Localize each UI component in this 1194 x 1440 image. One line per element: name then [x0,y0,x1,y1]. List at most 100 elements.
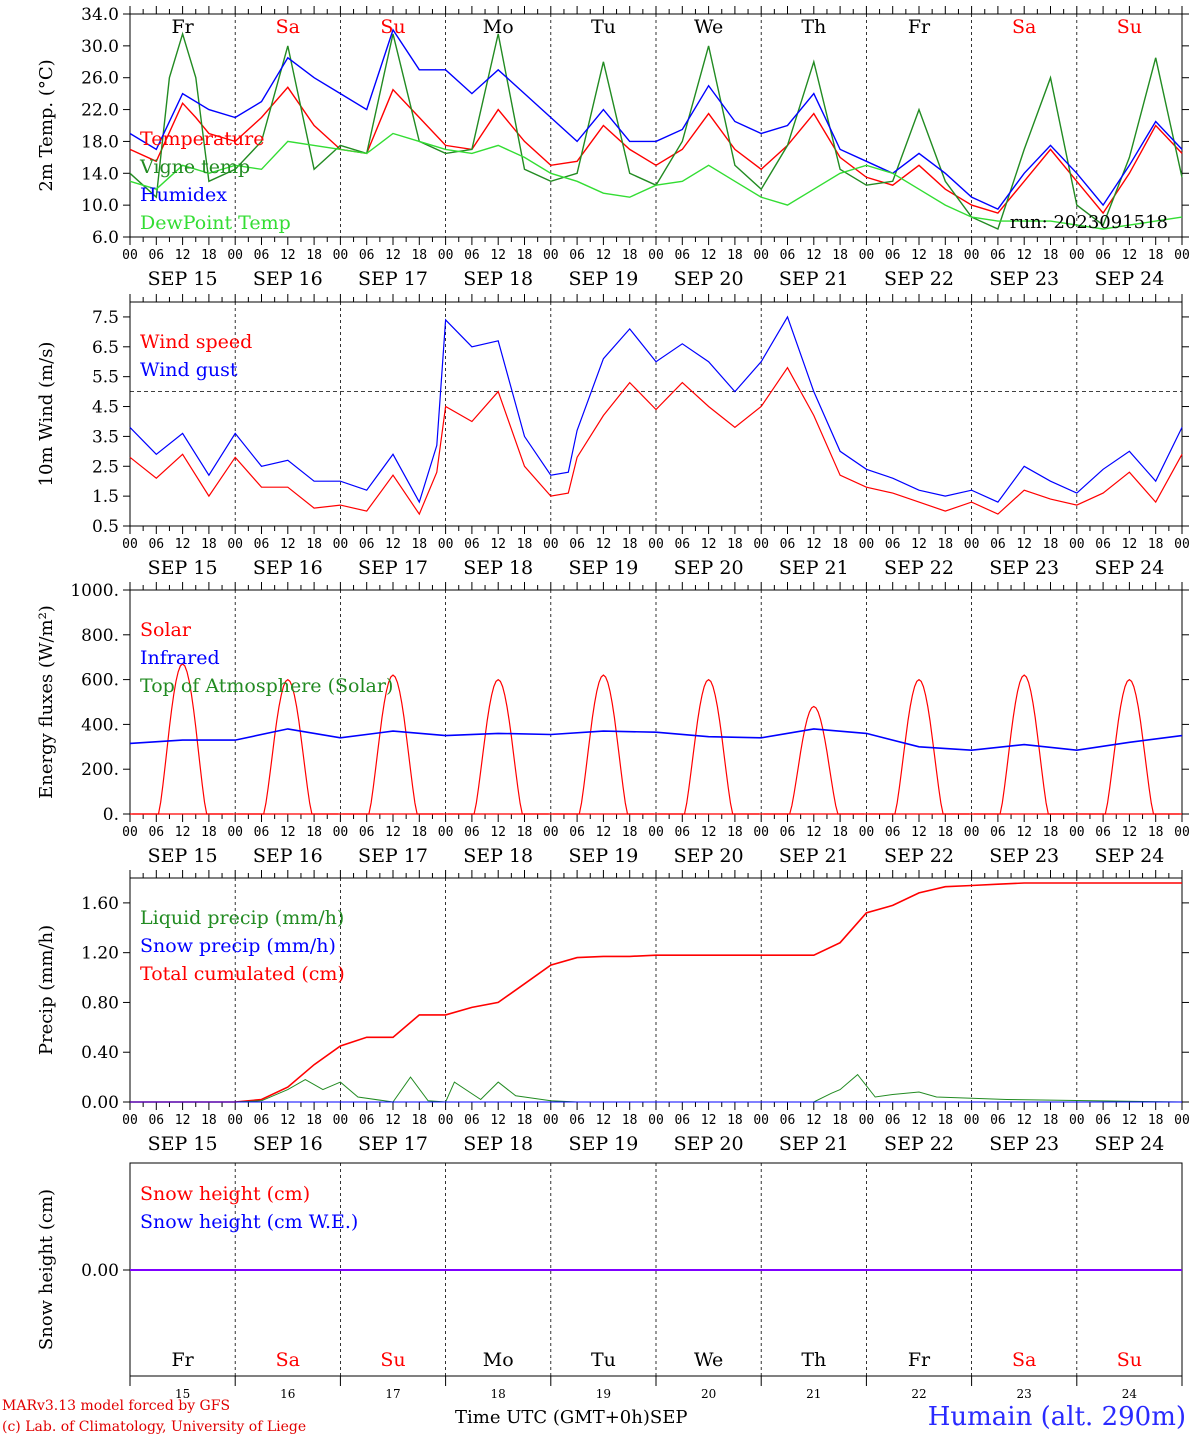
hour-tick-label: 06 [569,537,585,552]
hour-tick-label: 00 [859,825,875,840]
y-tick-label: 5.5 [92,368,119,388]
hour-tick-label: 00 [227,248,243,263]
hour-tick-label: 00 [543,537,559,552]
date-label: SEP 16 [253,1133,323,1155]
hour-tick-label: 18 [411,825,427,840]
hour-tick-label: 18 [937,248,953,263]
weekday-label: Fr [171,16,194,38]
hour-tick-label: 12 [280,537,296,552]
day-number-label: 24 [1122,1387,1138,1401]
day-number-label: 17 [385,1387,400,1401]
date-label: SEP 22 [884,557,954,579]
hour-tick-label: 18 [832,1113,848,1128]
hour-tick-label: 06 [780,825,796,840]
hour-tick-label: 12 [1016,537,1032,552]
date-label: SEP 23 [989,1133,1059,1155]
hour-tick-label: 12 [806,1113,822,1128]
hour-tick-label: 12 [280,825,296,840]
legend-wind-speed: Wind speed [140,331,252,353]
hour-tick-label: 06 [359,248,375,263]
weekday-label-bottom: Fr [171,1349,194,1371]
y-tick-label: 2.5 [92,457,119,477]
series-total-cumulated-cm- [130,882,1182,1103]
hour-tick-label: 06 [1095,248,1111,263]
hour-tick-label: 00 [333,825,349,840]
y-tick-label: 0.00 [81,1093,119,1113]
hour-tick-label: 12 [175,1113,191,1128]
hour-tick-label: 12 [701,825,717,840]
series-solar [658,678,759,815]
hour-tick-label: 06 [464,537,480,552]
hour-tick-label: 12 [806,537,822,552]
date-label: SEP 18 [463,268,533,290]
hour-tick-label: 12 [280,1113,296,1128]
hour-tick-label: 00 [859,248,875,263]
hour-tick-label: 06 [569,825,585,840]
y-tick-label: 3.5 [92,427,119,447]
series-wind-speed [129,366,1183,516]
hour-tick-label: 00 [333,537,349,552]
hour-tick-label: 06 [254,537,270,552]
y-tick-label: 0.5 [92,517,119,537]
hour-tick-label: 12 [806,825,822,840]
legend-vigne-temp: Vigne temp [139,156,250,178]
hour-tick-label: 00 [1174,1113,1190,1128]
hour-tick-label: 18 [622,248,638,263]
date-label: SEP 15 [148,557,218,579]
legend-top-of-atmosphere-solar-: Top of Atmosphere (Solar) [140,675,393,697]
hour-tick-label: 06 [148,1113,164,1128]
hour-tick-label: 06 [569,248,585,263]
legend-snow-precip-mm-h-: Snow precip (mm/h) [140,935,336,957]
hour-tick-label: 00 [227,537,243,552]
series-wind-gust [129,315,1183,504]
hour-tick-label: 18 [306,537,322,552]
weekday-label-bottom: We [694,1349,723,1371]
hour-tick-label: 06 [569,1113,585,1128]
date-label: SEP 17 [358,557,428,579]
hour-tick-label: 18 [306,1113,322,1128]
hour-tick-label: 06 [674,825,690,840]
hour-tick-label: 18 [1148,1113,1164,1128]
hour-tick-label: 00 [964,248,980,263]
hour-tick-label: 12 [701,537,717,552]
hour-tick-label: 12 [175,248,191,263]
series-liquid-precip-mm-h- [130,1073,1183,1103]
series-dewpoint-temp [129,132,1183,230]
hour-tick-label: 18 [937,1113,953,1128]
hour-tick-label: 18 [201,1113,217,1128]
weekday-label-bottom: Sa [1012,1349,1036,1371]
hour-tick-label: 12 [806,248,822,263]
series-solar [237,678,339,815]
series-infrared [129,728,1183,752]
hour-tick-label: 00 [964,1113,980,1128]
hour-tick-label: 18 [727,537,743,552]
hour-tick-label: 12 [911,825,927,840]
series-solar [973,674,1075,815]
y-tick-label: 600. [81,671,119,691]
hour-tick-label: 12 [1122,825,1138,840]
series-solar [763,705,865,815]
hour-tick-label: 00 [1174,825,1190,840]
station-label: Humain (alt. 290m) [927,1402,1186,1432]
date-label: SEP 21 [779,268,849,290]
hour-tick-label: 06 [1095,1113,1111,1128]
hour-tick-label: 06 [780,1113,796,1128]
series-temperature [129,86,1183,215]
hour-tick-label: 18 [622,825,638,840]
hour-tick-label: 18 [832,825,848,840]
hour-tick-label: 18 [1043,825,1059,840]
hour-tick-label: 00 [964,825,980,840]
hour-tick-label: 06 [359,825,375,840]
hour-tick-label: 18 [201,825,217,840]
month-label: SEP [649,1407,688,1428]
legend-temperature: Temperature [140,128,264,150]
y-axis-label: 10m Wind (m/s) [36,342,57,487]
date-label: SEP 19 [568,557,638,579]
hour-tick-label: 00 [122,537,138,552]
y-tick-label: 0.00 [81,1261,119,1281]
legend-snow-height-cm-w-e-: Snow height (cm W.E.) [140,1211,358,1233]
legend-liquid-precip-mm-h-: Liquid precip (mm/h) [140,907,344,929]
hour-tick-label: 06 [780,248,796,263]
hour-tick-label: 06 [148,248,164,263]
panel-frame-2 [129,589,1183,815]
